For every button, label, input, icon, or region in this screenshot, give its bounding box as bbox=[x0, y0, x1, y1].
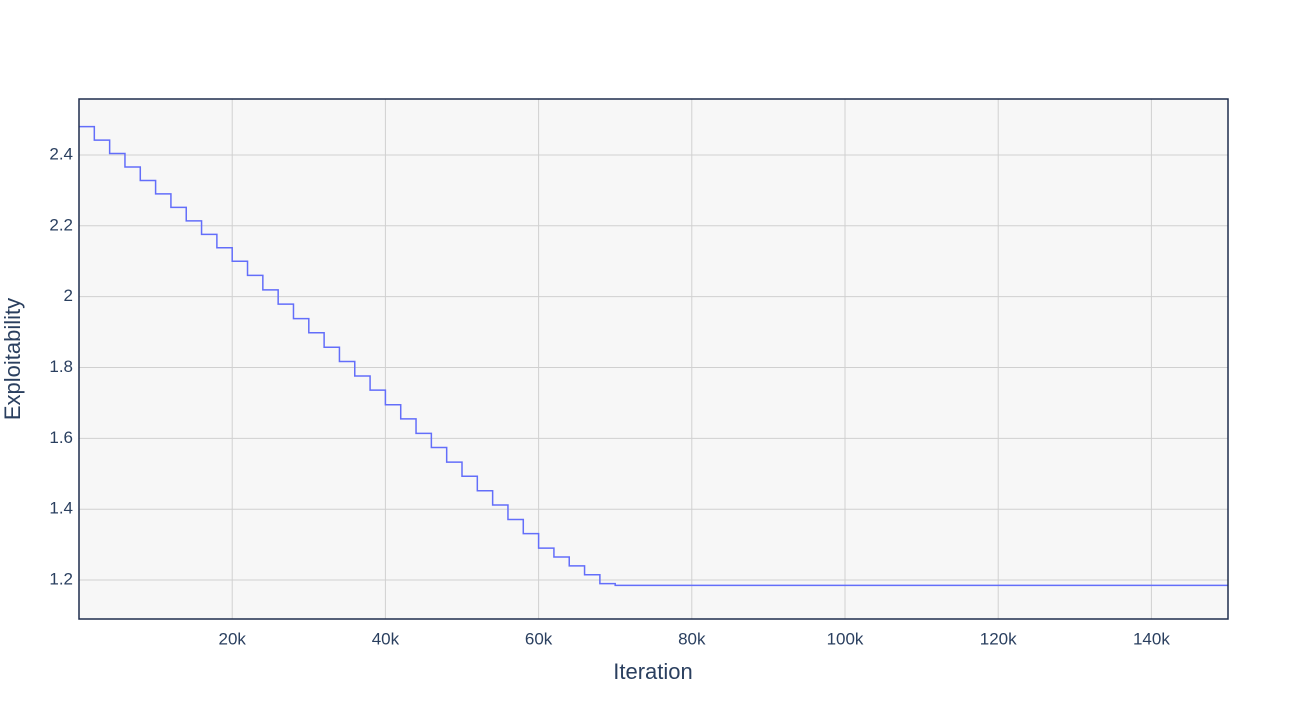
x-tick-label: 140k bbox=[1133, 629, 1170, 648]
plot-area bbox=[79, 99, 1228, 619]
x-axis-title: Iteration bbox=[613, 659, 693, 684]
y-tick-label: 2 bbox=[64, 286, 73, 305]
x-tick-label: 100k bbox=[827, 629, 864, 648]
x-tick-label: 120k bbox=[980, 629, 1017, 648]
x-tick-label: 40k bbox=[372, 629, 400, 648]
y-axis-title: Exploitability bbox=[0, 298, 25, 420]
data-line bbox=[79, 125, 1228, 587]
y-tick-label: 2.4 bbox=[49, 144, 73, 163]
y-tick-label: 1.6 bbox=[49, 428, 73, 447]
x-tick-label: 20k bbox=[218, 629, 246, 648]
y-tick-label: 1.2 bbox=[49, 570, 73, 589]
plot-border bbox=[78, 98, 1229, 620]
y-tick-label: 1.8 bbox=[49, 357, 73, 376]
x-tick-label: 60k bbox=[525, 629, 553, 648]
y-tick-label: 1.4 bbox=[49, 499, 73, 518]
x-tick-label: 80k bbox=[678, 629, 706, 648]
y-tick-label: 2.2 bbox=[49, 215, 73, 234]
